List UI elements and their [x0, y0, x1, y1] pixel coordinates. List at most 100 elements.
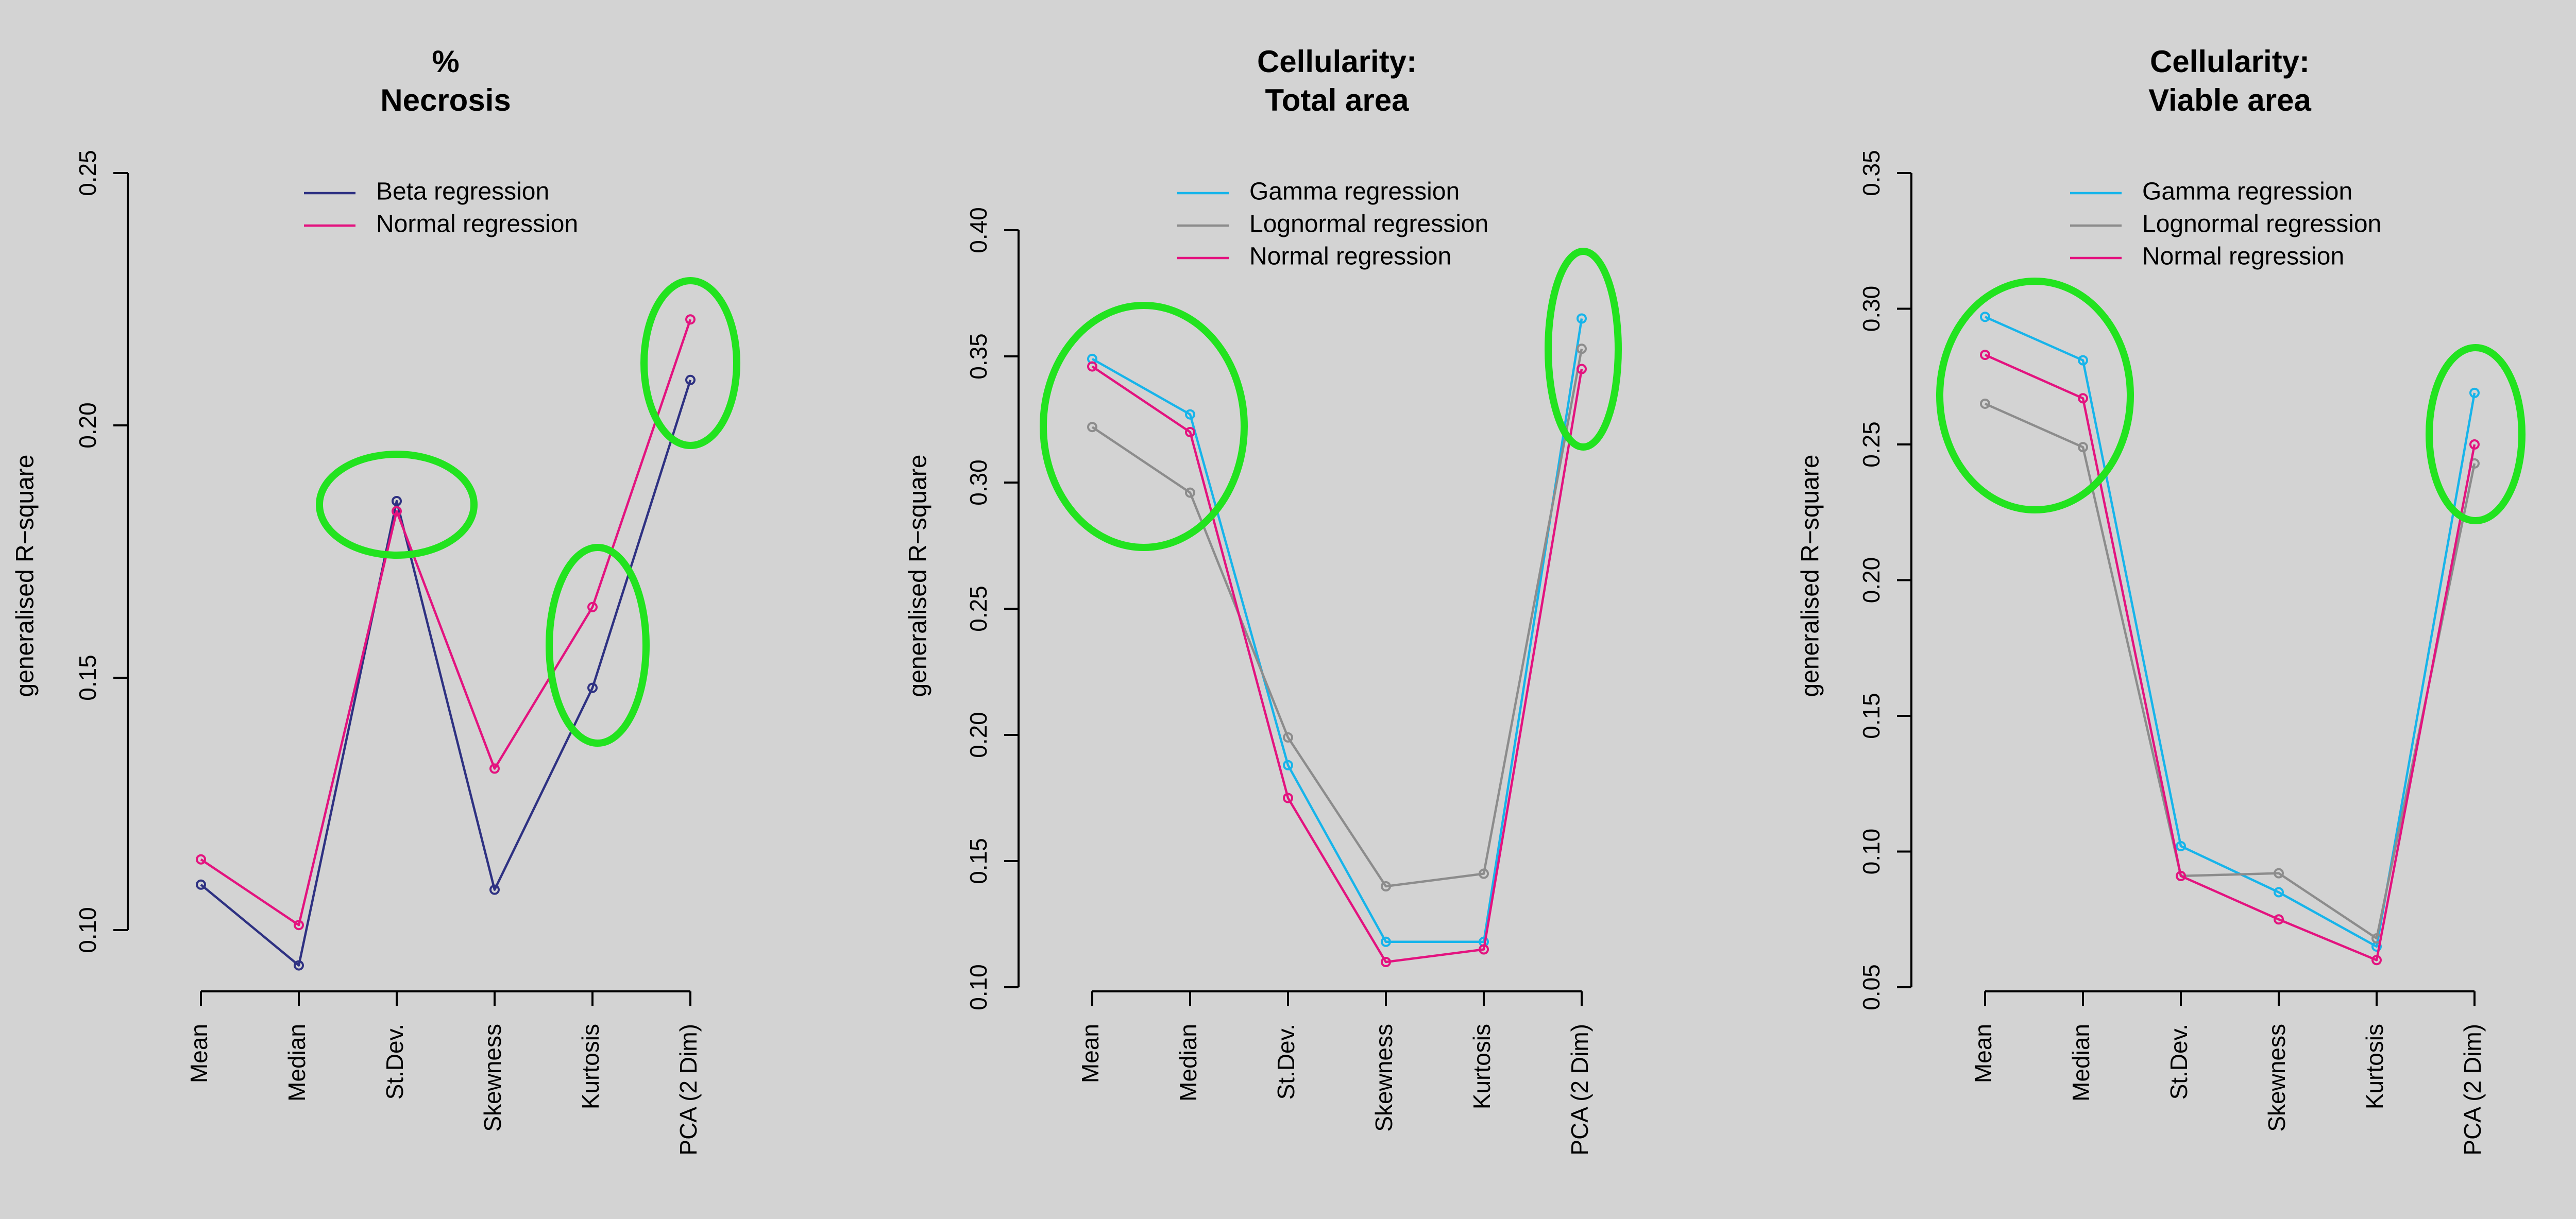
data-point [2176, 870, 2186, 881]
chart-title-line: Cellularity: [2150, 44, 2310, 79]
data-point [392, 496, 402, 506]
data-point [1577, 313, 1587, 324]
data-point [1185, 409, 1195, 420]
legend-label: Normal regression [2142, 243, 2344, 270]
x-tick-label: PCA (2 Dim) [675, 1024, 702, 1156]
x-tick-label: Mean [185, 1024, 212, 1083]
data-point [685, 314, 696, 325]
x-tick-label: Median [1175, 1024, 1201, 1102]
data-point [1283, 793, 1293, 803]
highlight-ellipse [316, 451, 478, 559]
data-point [196, 854, 206, 865]
y-tick-label: 0.20 [74, 402, 101, 449]
x-tick-label: Kurtosis [1468, 1024, 1495, 1109]
highlight-ellipse [546, 544, 650, 747]
data-point [2274, 868, 2284, 879]
x-tick-label: Mean [1970, 1024, 1996, 1083]
data-point [685, 374, 696, 385]
y-axis-label: generalised R−square [12, 455, 39, 697]
y-tick-label: 0.05 [1858, 964, 1885, 1010]
data-point [294, 920, 304, 931]
x-tick-label: Kurtosis [2361, 1024, 2388, 1109]
data-point [2274, 914, 2284, 925]
x-tick-label: St.Dev. [381, 1024, 408, 1100]
chart-panel-1: % Necrosis 0.10 0.15 0.20 0.25 generalised R−s… [12, 44, 740, 1156]
y-tick-label: 0.40 [965, 207, 992, 253]
data-point [1381, 957, 1391, 967]
series-2 [196, 314, 696, 931]
series-1 [196, 374, 696, 971]
y-tick-label: 0.20 [1858, 557, 1885, 604]
series-1 [1980, 312, 2480, 952]
x-tick-label: St.Dev. [1273, 1024, 1299, 1100]
x-tick-label: PCA (2 Dim) [2459, 1024, 2486, 1156]
y-tick-label: 0.30 [965, 459, 992, 506]
data-point [1087, 422, 1097, 433]
data-point [2176, 840, 2186, 851]
data-point [294, 960, 304, 971]
x-tick-label: Skewness [1370, 1024, 1397, 1132]
data-point [1283, 732, 1293, 743]
data-point [1577, 364, 1587, 374]
series-line [1985, 354, 2476, 962]
legend-label: Normal regression [1249, 243, 1451, 270]
data-point [196, 879, 206, 890]
chart-title-line: Necrosis [380, 83, 511, 117]
series-line [1985, 402, 2476, 940]
data-point [2469, 387, 2480, 398]
highlight-ellipse [1545, 248, 1622, 451]
data-point [1577, 344, 1587, 354]
data-point [2078, 442, 2088, 453]
data-point [1980, 398, 1990, 409]
x-tick-label: Kurtosis [577, 1024, 604, 1109]
data-point [2469, 439, 2480, 450]
y-tick-label: 0.10 [74, 907, 101, 953]
x-tick-label: Skewness [2263, 1024, 2290, 1132]
data-point [2274, 887, 2284, 898]
legend: Gamma regression Lognormal regression Norm… [1177, 178, 1488, 270]
series-2 [1980, 398, 2480, 944]
data-point [1087, 361, 1097, 372]
data-point [2078, 355, 2088, 366]
legend-label: Lognormal regression [2142, 211, 2381, 238]
data-point [587, 682, 598, 693]
legend-label: Gamma regression [1249, 178, 1460, 205]
data-point [587, 602, 598, 612]
data-point [1381, 936, 1391, 947]
data-point [1479, 868, 1489, 879]
series-3 [1980, 350, 2480, 966]
series-line [200, 319, 692, 926]
y-tick-label: 0.20 [965, 712, 992, 758]
highlight-ellipse [640, 277, 740, 449]
y-tick-label: 0.25 [965, 586, 992, 632]
data-point [489, 884, 500, 895]
series-line [1985, 316, 2476, 948]
x-tick-label: Mean [1077, 1024, 1104, 1083]
series-3 [1087, 361, 1587, 967]
series-line [1091, 348, 1583, 888]
data-point [1185, 427, 1195, 437]
y-tick-label: 0.15 [74, 655, 101, 701]
legend: Beta regression Normal regression [304, 178, 578, 238]
highlight-ellipse [1040, 302, 1248, 551]
series-2 [1087, 344, 1587, 891]
data-point [2078, 393, 2088, 404]
x-tick-label: Median [283, 1024, 310, 1102]
series-1 [1087, 313, 1587, 947]
chart-title-line: Cellularity: [1257, 44, 1417, 79]
chart-title-line: % [432, 44, 459, 79]
data-point [489, 763, 500, 774]
chart-title-line: Total area [1265, 83, 1410, 117]
y-tick-label: 0.25 [1858, 421, 1885, 468]
chart-panel-3: Cellularity: Viable area 0.05 0.10 0.15 0.20 0… [1797, 44, 2526, 1156]
x-tick-label: Median [2067, 1024, 2094, 1102]
data-point [392, 506, 402, 517]
series-line [200, 380, 692, 967]
data-point [1283, 760, 1293, 770]
chart-title-line: Viable area [2148, 83, 2311, 117]
chart-panel-2: Cellularity: Total area 0.10 0.15 0.20 0.25 0.… [905, 44, 1622, 1156]
y-tick-label: 0.15 [1858, 693, 1885, 739]
legend-label: Lognormal regression [1249, 211, 1488, 238]
